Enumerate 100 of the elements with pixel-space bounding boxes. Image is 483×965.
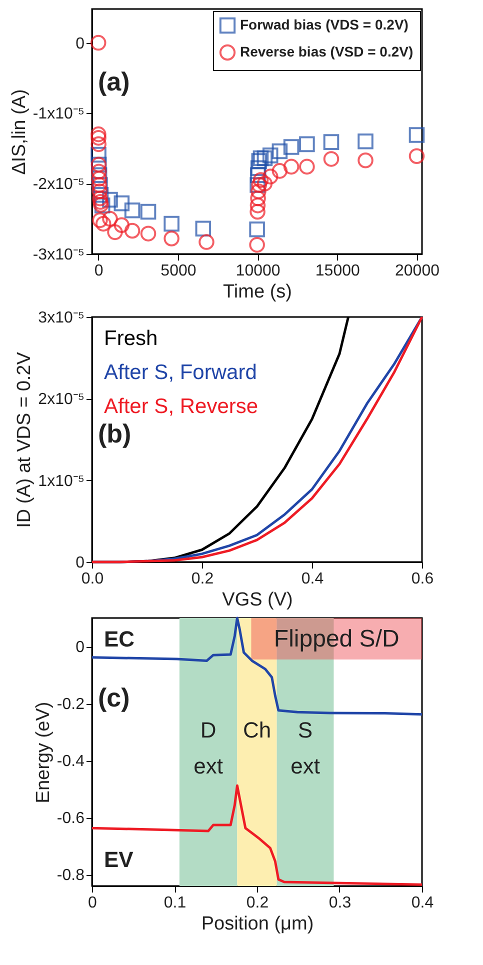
annotation: (a) [98, 66, 130, 96]
point [91, 167, 108, 184]
point [249, 221, 265, 238]
point [90, 34, 106, 51]
point [358, 152, 374, 168]
point [272, 163, 288, 179]
point [102, 210, 118, 227]
text: Fresh [104, 327, 158, 350]
point [283, 139, 300, 155]
x-tick-label: 0.2 [246, 894, 269, 912]
point [299, 158, 315, 175]
band-label: Ch [242, 718, 272, 743]
y-tick-label: -3x10⁻⁵ [32, 246, 84, 264]
point [102, 192, 118, 208]
point [323, 151, 340, 167]
x-tick-label: 0 [88, 894, 98, 912]
point [358, 133, 374, 150]
y-tick-label: 1x10⁻⁵ [38, 472, 84, 490]
point [140, 226, 156, 242]
point [283, 158, 300, 175]
point [256, 150, 273, 166]
y-tick-label: 2x10⁻⁵ [38, 391, 84, 408]
annotation: (c) [98, 682, 130, 712]
point [140, 204, 156, 220]
band-label: S ext [290, 718, 320, 779]
point [249, 236, 265, 253]
x-tick-label: 0.3 [328, 894, 352, 912]
point [250, 190, 266, 206]
y-tick-label: -2x10⁻⁵ [32, 176, 84, 194]
y-tick-label: -0.4 [56, 753, 85, 770]
point [90, 136, 106, 152]
y-axis-title: Energy (eV) [32, 702, 54, 804]
y-tick-label: -0.2 [56, 696, 85, 714]
x-tick-label: 5000 [160, 262, 196, 280]
point [250, 160, 266, 176]
point [408, 127, 425, 143]
point [250, 183, 266, 200]
y-tick-label: 0 [76, 554, 85, 572]
x-tick-label: 0.4 [301, 570, 324, 588]
x-axis-title: VGS (V) [222, 590, 293, 610]
x-tick-label: 0.6 [411, 570, 434, 588]
legend-label: Forwad bias (VDS = 0.2V) [240, 16, 408, 32]
point [124, 222, 140, 239]
point [256, 176, 273, 192]
point [90, 164, 107, 180]
point [250, 198, 266, 214]
point [90, 126, 106, 142]
point [299, 136, 315, 152]
point [272, 143, 288, 160]
point [90, 146, 106, 163]
point [92, 194, 108, 210]
x-tick-label: 15000 [315, 262, 360, 280]
text: After S, Reverse [104, 395, 258, 418]
point [195, 220, 212, 237]
x-axis-title: Time (s) [223, 282, 292, 302]
point [90, 130, 106, 146]
point [250, 204, 266, 220]
x-tick-label: 0.2 [191, 570, 214, 588]
text: After S, Forward [104, 361, 257, 384]
x-tick-label: 10000 [236, 262, 280, 280]
x-tick-label: 0.0 [81, 570, 104, 588]
point [114, 217, 130, 234]
band-label: Flipped S/D [274, 625, 400, 652]
point [252, 172, 269, 188]
series-label: EC [104, 626, 135, 652]
point [92, 190, 108, 206]
y-tick-label: -1x10⁻⁵ [32, 106, 84, 123]
y-axis-title: ΔIS,lin (A) [8, 89, 30, 175]
band-label: D ext [194, 718, 224, 779]
annotation: (b) [98, 418, 132, 449]
point [323, 134, 340, 150]
point [251, 153, 268, 169]
line-series [90, 616, 424, 716]
point [262, 148, 278, 164]
point [91, 170, 107, 187]
point [107, 224, 123, 240]
point [262, 168, 278, 184]
y-tick-label: -0.8 [56, 867, 85, 884]
x-tick-label: 0.4 [411, 894, 434, 912]
point [164, 230, 180, 246]
x-axis-title: Position (μm) [201, 914, 314, 934]
y-tick-label: 0 [76, 639, 85, 656]
point [124, 202, 140, 218]
y-tick-label: 0 [76, 35, 85, 52]
series-label: EV [104, 847, 134, 872]
point [92, 183, 108, 200]
y-tick-label: 3x10⁻⁵ [38, 310, 84, 326]
y-axis-title: ID (A) at VDS = 0.2V [14, 352, 36, 528]
legend-label: Reverse bias (VSD = 0.2V) [240, 44, 414, 60]
point [408, 148, 425, 164]
x-tick-label: 0 [94, 262, 104, 280]
x-tick-label: 0.1 [164, 894, 186, 912]
point [252, 150, 269, 166]
point [164, 216, 180, 232]
point [114, 195, 130, 212]
point [198, 234, 214, 250]
x-tick-label: 20000 [394, 262, 440, 280]
y-tick-label: -0.6 [56, 810, 85, 828]
point [92, 212, 108, 228]
point [95, 216, 112, 232]
